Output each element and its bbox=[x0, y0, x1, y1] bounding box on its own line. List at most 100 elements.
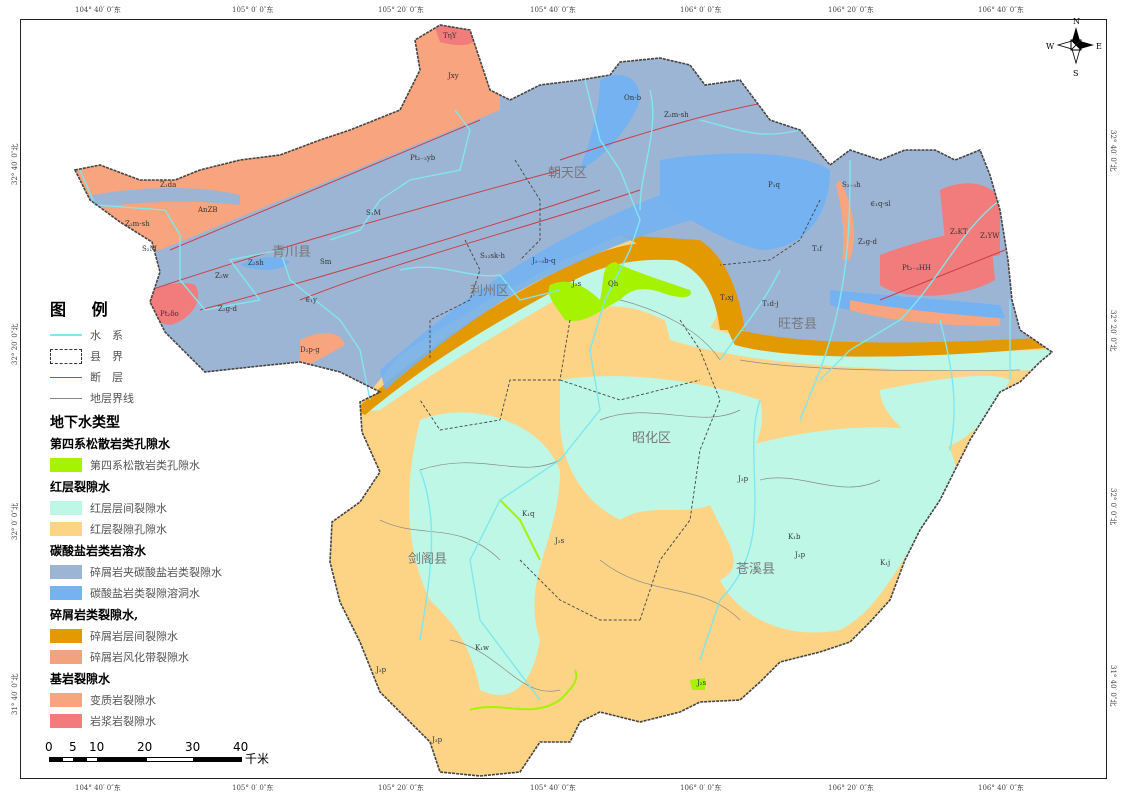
unit-label: K₁j bbox=[880, 559, 890, 567]
unit-label: J₂₋₃b-q bbox=[531, 257, 556, 265]
unit-label: K₁q bbox=[522, 510, 535, 518]
swatch bbox=[50, 585, 82, 600]
unit-label: S₂M bbox=[142, 245, 157, 253]
lon-label: 106° 20′ 0″东 bbox=[828, 784, 874, 792]
scale-unit: 千米 bbox=[245, 752, 270, 766]
county-label: 利州区 bbox=[470, 284, 509, 299]
unit-label: ∈₁q-sl bbox=[870, 200, 891, 208]
unit-label: S₁M bbox=[366, 209, 381, 217]
county-label: 苍溪县 bbox=[736, 562, 775, 577]
carbonate-zone bbox=[240, 257, 290, 270]
unit-label: K₁w bbox=[475, 644, 489, 652]
unit-label: Z₁da bbox=[160, 181, 176, 189]
unit-label: Jxy bbox=[447, 72, 459, 80]
legend-label: 红层裂隙孔隙水 bbox=[90, 522, 167, 536]
legend-label: 碳酸盐岩类裂隙溶洞水 bbox=[90, 586, 200, 600]
legend-label: 水 系 bbox=[90, 328, 123, 342]
legend-label: 断 层 bbox=[90, 370, 123, 384]
legend-item: 岩浆岩裂隙水 bbox=[50, 710, 280, 731]
legend-item: 变质岩裂隙水 bbox=[50, 689, 280, 710]
county-boundaries bbox=[419, 159, 821, 621]
mint-basin bbox=[558, 253, 719, 340]
lon-label: 105° 20′ 0″东 bbox=[378, 6, 424, 14]
unit-label: Z₂m-sh bbox=[664, 111, 689, 119]
lon-label: 106° 20′ 0″东 bbox=[828, 6, 874, 14]
legend-section-title: 地下水类型 bbox=[50, 415, 120, 431]
legend-label: 碎屑岩层间裂隙水 bbox=[90, 629, 178, 643]
unit-label: K₁b bbox=[788, 533, 801, 541]
unit-label: J₃p bbox=[737, 475, 749, 483]
unit-label: T₁f bbox=[812, 245, 823, 253]
lon-label: 105° 0′ 0″东 bbox=[232, 6, 274, 14]
fault-lines bbox=[149, 99, 1006, 311]
unit-label: On-b bbox=[624, 94, 642, 102]
compass-s: S bbox=[1073, 69, 1078, 78]
legend-label: 县 界 bbox=[90, 349, 123, 363]
map-frame bbox=[20, 19, 1107, 779]
mint-zone bbox=[700, 427, 956, 633]
lon-label: 106° 40′ 0″东 bbox=[978, 6, 1024, 14]
scale-tick: 10 bbox=[89, 740, 105, 754]
legend-group-title: 碎屑岩类裂隙水, bbox=[50, 608, 139, 622]
unit-label: Sm bbox=[320, 258, 332, 266]
unit-label: Z₂m-sh bbox=[125, 220, 150, 228]
unit-label: S₁₂sk-h bbox=[480, 252, 505, 260]
unit-label: TηY bbox=[443, 32, 457, 40]
metamorphic-zone bbox=[836, 180, 855, 260]
legend-item: 碎屑岩风化带裂隙水 bbox=[50, 646, 280, 667]
lon-label: 106° 40′ 0″东 bbox=[978, 784, 1024, 792]
unit-label: Z₂g-d bbox=[218, 305, 238, 313]
unit-label: Z₂sh bbox=[248, 259, 264, 267]
lon-label: 105° 40′ 0″东 bbox=[530, 784, 576, 792]
magmatic-zone bbox=[143, 283, 199, 325]
north-arrow-icon: N S E W bbox=[1046, 17, 1102, 78]
mint-zone bbox=[880, 375, 1010, 450]
unit-label: ∈₁y bbox=[305, 296, 317, 304]
legend-title: 图 例 bbox=[50, 300, 118, 319]
map-legend: 图 例 水 系 县 界 断 层 地层界线 地下水类型 第四系松散岩类孔隙水 第四… bbox=[50, 296, 280, 731]
unit-label: Pt₂₋₃HH bbox=[902, 264, 931, 272]
unit-label: J₂s bbox=[696, 679, 707, 687]
legend-label: 红层层间裂隙水 bbox=[90, 501, 167, 515]
swatch bbox=[50, 713, 82, 728]
scale-tick: 40 bbox=[233, 740, 249, 754]
river-line-icon bbox=[50, 328, 82, 342]
swatch bbox=[50, 457, 82, 472]
unit-label: P₁q bbox=[768, 181, 781, 189]
unit-label: Pt₂δo bbox=[160, 310, 179, 318]
metamorphic-zone bbox=[300, 333, 345, 370]
legend-label: 岩浆岩裂隙水 bbox=[90, 714, 156, 728]
swatch bbox=[50, 628, 82, 643]
county-label: 昭化区 bbox=[632, 431, 671, 446]
unit-label: D₂p-g bbox=[300, 346, 320, 354]
unit-label: AnZB bbox=[197, 206, 218, 214]
quaternary-zone bbox=[548, 262, 691, 321]
mint-zone bbox=[409, 412, 560, 695]
legend-item: 红层层间裂隙水 bbox=[50, 497, 280, 518]
swatch bbox=[50, 692, 82, 707]
legend-item-river: 水 系 bbox=[50, 324, 280, 345]
unit-label: Z₂w bbox=[215, 272, 229, 280]
magmatic-zone bbox=[940, 183, 1000, 257]
lon-label: 105° 20′ 0″东 bbox=[378, 784, 424, 792]
compass-e: E bbox=[1096, 42, 1102, 51]
unit-label: J₃p bbox=[375, 666, 387, 674]
unit-label: J₃p bbox=[431, 736, 443, 744]
unit-label: Z₂g-d bbox=[858, 238, 878, 246]
legend-item: 碳酸盐岩类裂隙溶洞水 bbox=[50, 582, 280, 603]
lon-label: 104° 40′ 0″东 bbox=[75, 784, 121, 792]
legend-label: 第四系松散岩类孔隙水 bbox=[90, 458, 200, 472]
lon-label: 104° 40′ 0″东 bbox=[75, 6, 121, 14]
legend-group-title: 第四系松散岩类孔隙水 bbox=[50, 437, 171, 451]
legend-label: 变质岩裂隙水 bbox=[90, 693, 156, 707]
quaternary-river-deposit bbox=[469, 499, 578, 711]
swatch bbox=[50, 500, 82, 515]
county-label: 剑阁县 bbox=[408, 551, 447, 567]
clastic-carbonate-zone bbox=[75, 188, 240, 210]
legend-group-title: 基岩裂隙水 bbox=[50, 672, 111, 686]
scale-tick: 5 bbox=[69, 740, 77, 754]
unit-label: Z₁YW bbox=[980, 232, 1000, 240]
legend-item: 碎屑岩层间裂隙水 bbox=[50, 625, 280, 646]
unit-label: J₂s bbox=[554, 537, 565, 545]
unit-label: J₃p bbox=[794, 551, 806, 559]
